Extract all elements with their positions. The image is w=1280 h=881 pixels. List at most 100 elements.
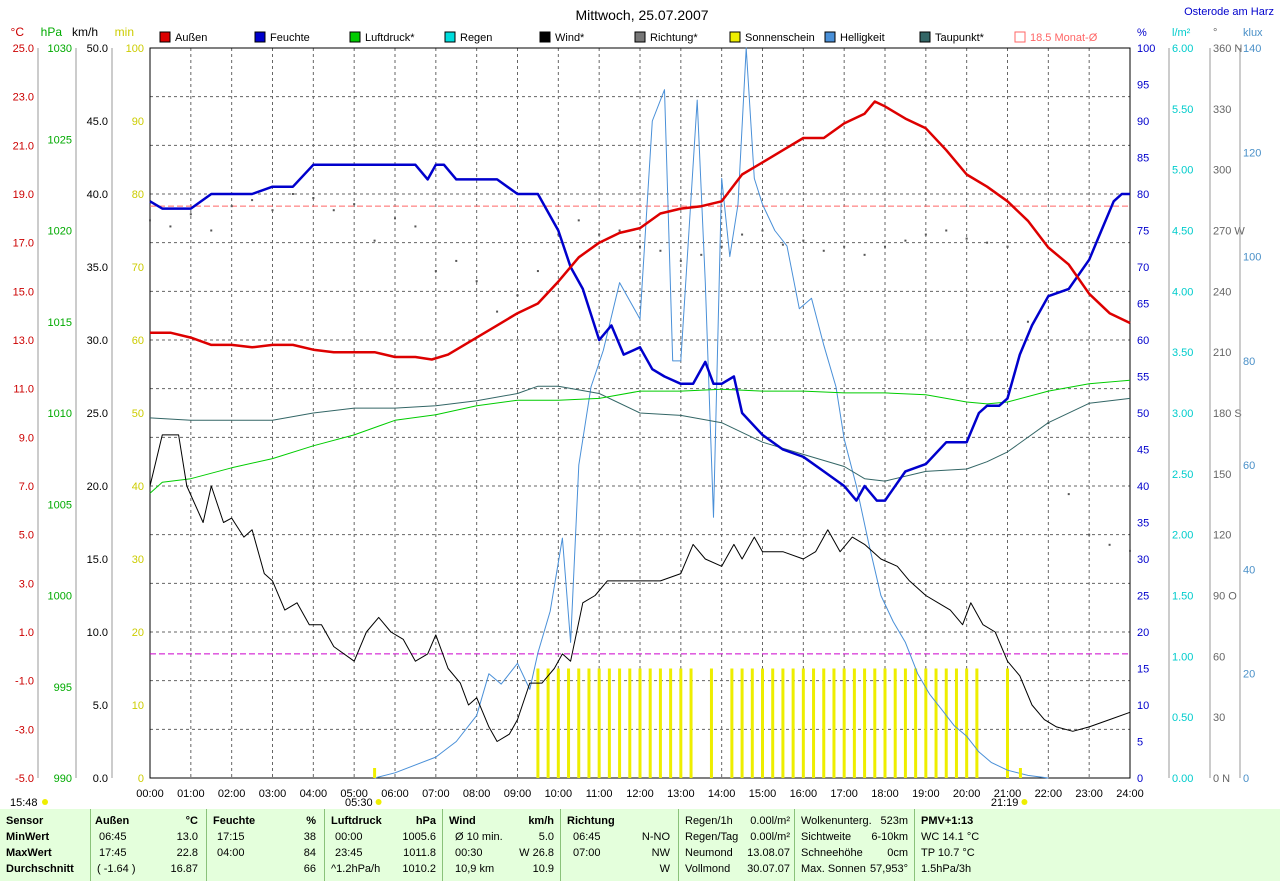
direction-point bbox=[822, 249, 825, 252]
right-axis-tick: 90 O bbox=[1213, 591, 1237, 603]
right-axis-tick: 3.00 bbox=[1172, 408, 1193, 420]
pmv-r3: 1.5hPa/3h bbox=[921, 863, 972, 875]
feuchte-min: 38 bbox=[303, 831, 316, 843]
left-axis-tick: 7.0 bbox=[19, 481, 34, 493]
direction-point bbox=[700, 253, 703, 256]
x-axis-tick: 14:00 bbox=[708, 788, 736, 800]
left-axis-tick: 5.0 bbox=[93, 700, 108, 712]
x-axis-tick: 01:00 bbox=[177, 788, 205, 800]
left-axis-tick: 1030 bbox=[48, 43, 72, 55]
left-axis-tick: 40.0 bbox=[87, 189, 108, 201]
right-axis-tick: 5.50 bbox=[1172, 104, 1193, 116]
legend-label: Feuchte bbox=[270, 32, 310, 44]
right-axis-unit: l/m² bbox=[1172, 27, 1191, 39]
regen-r3a: Vollmond bbox=[685, 863, 731, 875]
x-axis-tick: 10:00 bbox=[545, 788, 573, 800]
right-axis-tick: 4.00 bbox=[1172, 286, 1193, 298]
luftdruck-min-time: 00:00 bbox=[335, 831, 363, 843]
left-axis-tick: 23.0 bbox=[13, 92, 34, 104]
legend-swatch bbox=[159, 31, 171, 43]
x-axis-tick: 19:00 bbox=[912, 788, 940, 800]
regen-r0a: Regen/1h bbox=[685, 815, 733, 827]
direction-point bbox=[965, 237, 968, 240]
left-axis-unit: min bbox=[115, 25, 134, 39]
aussen-column: Außen °C 06:45 13.0 17:45 22.8 ( -1.64 ) 16.… bbox=[90, 809, 206, 881]
right-axis-tick: 60 bbox=[1243, 460, 1255, 472]
left-axis-tick: 45.0 bbox=[87, 116, 108, 128]
time-markers: 05:30 21:19 15:48 bbox=[10, 768, 1028, 809]
right-axis-tick: 300 bbox=[1213, 165, 1231, 177]
right-axis-tick: 6.00 bbox=[1172, 43, 1193, 55]
legend-label: Wind* bbox=[555, 32, 585, 44]
left-axis-unit: °C bbox=[11, 25, 25, 39]
left-axis-tick: 60 bbox=[132, 335, 144, 347]
x-axis-tick: 00:00 bbox=[136, 788, 164, 800]
series-line-feuchte bbox=[149, 163, 1130, 502]
left-axis-tick: 20.0 bbox=[87, 481, 108, 493]
wind-r1b: 5.0 bbox=[538, 831, 554, 843]
aussen-min-time: 06:45 bbox=[99, 831, 127, 843]
direction-point bbox=[353, 203, 356, 206]
left-axis-tick: -3.0 bbox=[15, 724, 34, 736]
richtung-r2a: 07:00 bbox=[573, 847, 601, 859]
left-axis-tick: 25.0 bbox=[87, 408, 108, 420]
left-axis-tick: 990 bbox=[54, 773, 72, 785]
direction-point bbox=[312, 197, 315, 200]
right-axis-tick: 75 bbox=[1137, 226, 1149, 238]
direction-point bbox=[475, 280, 478, 283]
legend: Außen Feuchte Luftdruck* Regen Wind* Richtung… bbox=[159, 31, 1098, 44]
direction-point bbox=[332, 209, 335, 212]
luftdruck-max: 1011.8 bbox=[403, 847, 436, 859]
direction-point bbox=[904, 239, 907, 242]
x-axis-tick: 03:00 bbox=[259, 788, 287, 800]
x-axis-tick: 23:00 bbox=[1075, 788, 1103, 800]
left-axis-tick: 20 bbox=[132, 627, 144, 639]
legend-label: Taupunkt* bbox=[935, 32, 985, 44]
summary-panel: Sensor MinWert MaxWert Durchschnitt Auße… bbox=[0, 809, 1280, 881]
direction-point bbox=[149, 219, 151, 222]
current-time-label: 15:48 bbox=[10, 797, 38, 809]
regen-r2b: 13.08.07 bbox=[747, 847, 790, 859]
direction-point bbox=[761, 229, 764, 232]
direction-point bbox=[169, 225, 172, 228]
direction-point bbox=[720, 245, 723, 248]
wolken-r0a: Wolkenunterg. bbox=[801, 815, 872, 827]
chart-title: Mittwoch, 25.07.2007 bbox=[575, 7, 708, 23]
left-axis-tick: 0.0 bbox=[93, 773, 108, 785]
direction-point bbox=[1067, 493, 1070, 496]
direction-point bbox=[781, 243, 784, 246]
direction-point bbox=[924, 233, 927, 236]
left-axis-tick: 995 bbox=[54, 682, 72, 694]
left-axis-tick: -1.0 bbox=[15, 676, 34, 688]
wolken-r0b: 523m bbox=[880, 815, 908, 827]
sunrise-label: 05:30 bbox=[345, 797, 373, 809]
row-label-min: MinWert bbox=[6, 831, 50, 843]
left-axis-tick: 15.0 bbox=[13, 286, 34, 298]
left-axis-tick: 50.0 bbox=[87, 43, 108, 55]
row-label-avg: Durchschnitt bbox=[6, 863, 74, 875]
right-axis-tick: 65 bbox=[1137, 299, 1149, 311]
left-axis-tick: 1000 bbox=[48, 591, 72, 603]
wolken-r2a: Schneehöhe bbox=[801, 847, 863, 859]
right-axis-tick: 90 bbox=[1137, 116, 1149, 128]
left-axis-tick: 11.0 bbox=[13, 384, 34, 396]
series-line-helligkeit bbox=[374, 47, 1049, 779]
luftdruck-column: Luftdruck hPa 00:00 1005.6 23:45 1011.8 ^1.… bbox=[324, 809, 442, 881]
left-axis-tick: 5.0 bbox=[19, 530, 34, 542]
right-axis-tick: 85 bbox=[1137, 153, 1149, 165]
series-line-wind bbox=[149, 434, 1131, 742]
left-axis-tick: 17.0 bbox=[13, 238, 34, 250]
right-axis-tick: 1.00 bbox=[1172, 651, 1193, 663]
direction-point bbox=[496, 310, 499, 313]
legend-label: Außen bbox=[175, 32, 207, 44]
aussen-avg-note: ( -1.64 ) bbox=[97, 863, 136, 875]
wolken-r2b: 0cm bbox=[887, 847, 908, 859]
pmv-r1: WC 14.1 °C bbox=[921, 831, 980, 843]
left-axis-tick: 15.0 bbox=[87, 554, 108, 566]
luftdruck-trend: ^1.2hPa/h bbox=[331, 863, 381, 875]
wind-r3b: 10.9 bbox=[532, 863, 554, 875]
left-axis-tick: 1010 bbox=[48, 408, 72, 420]
right-axis-tick: 60 bbox=[1213, 651, 1225, 663]
direction-point bbox=[598, 233, 601, 236]
right-axis-tick: 25 bbox=[1137, 591, 1149, 603]
